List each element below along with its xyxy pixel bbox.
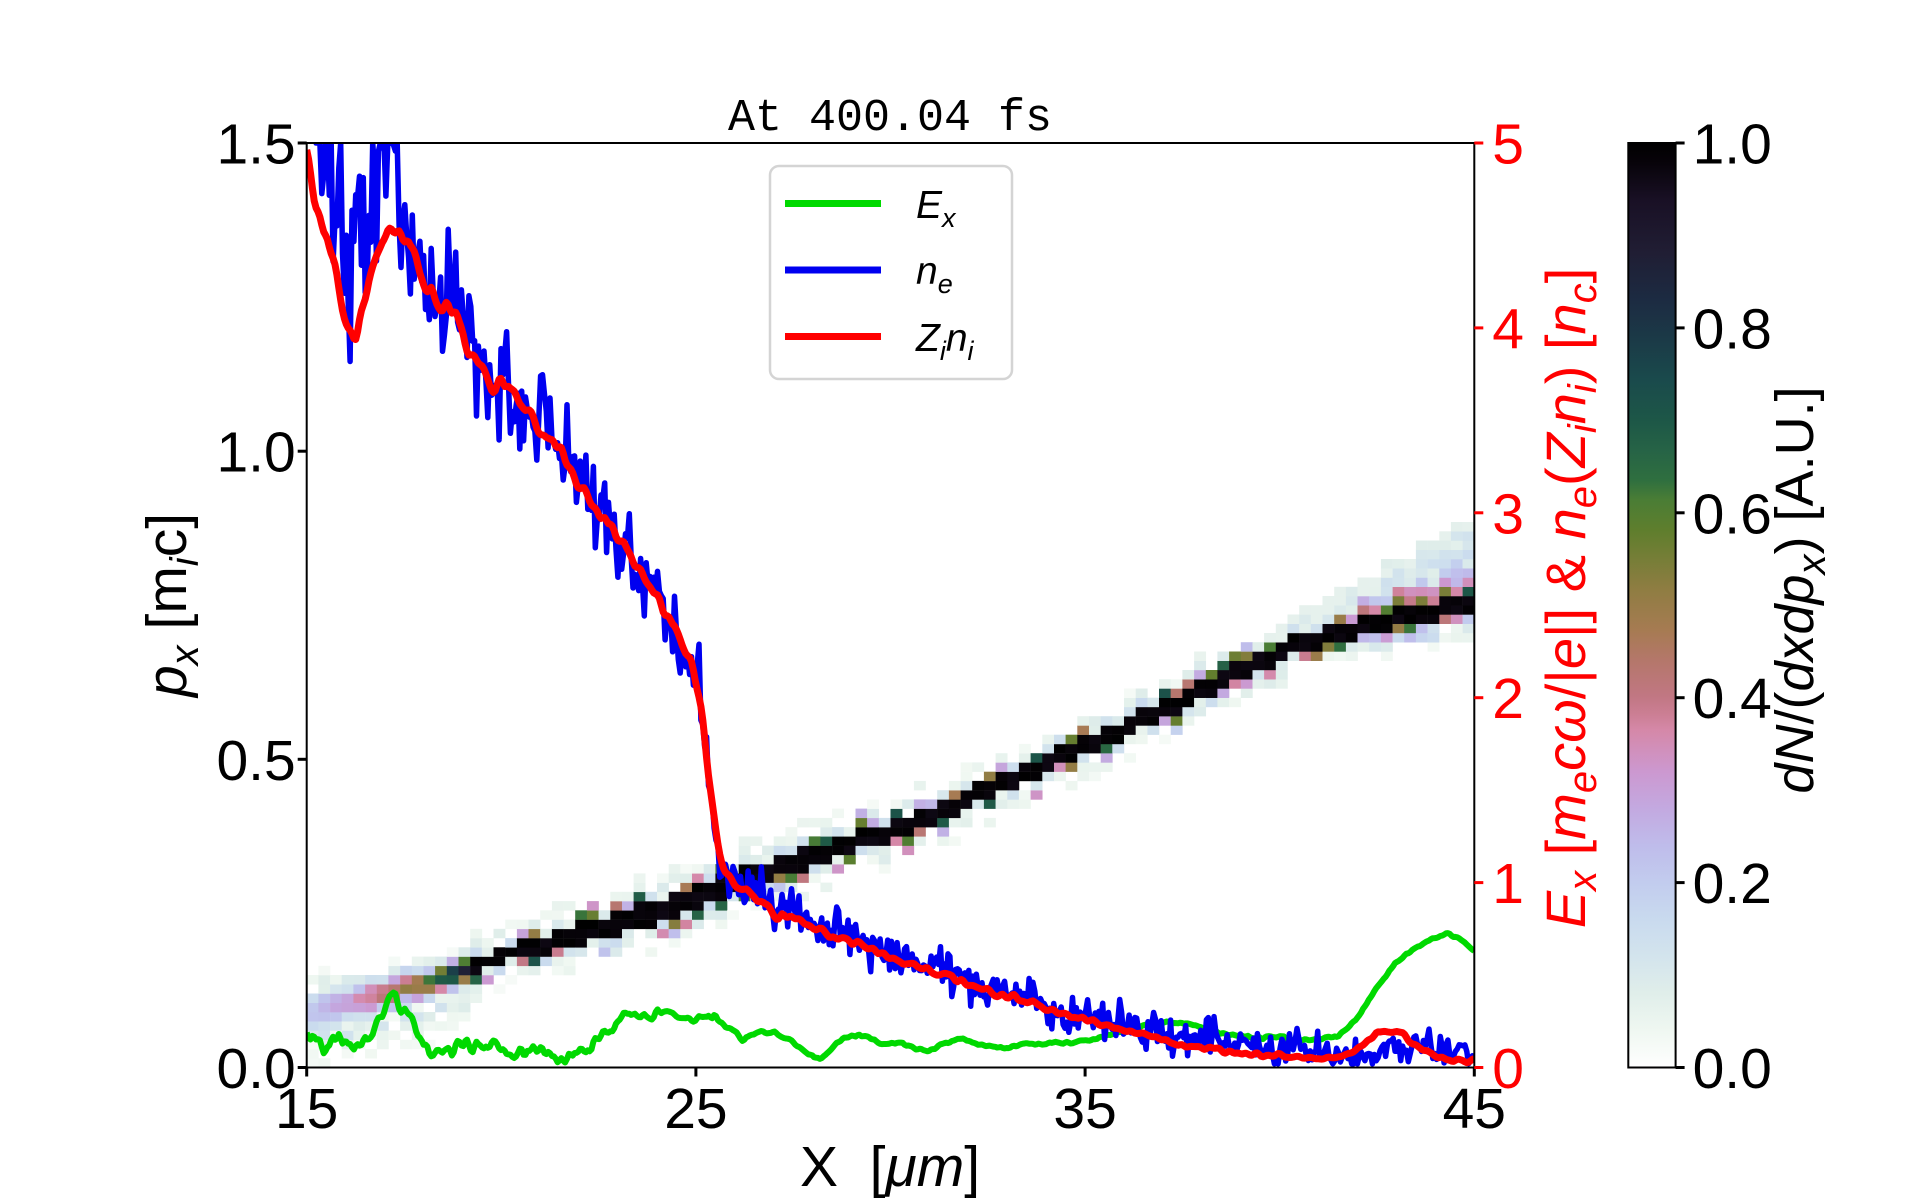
svg-text:4: 4: [1492, 297, 1524, 361]
svg-text:0.2: 0.2: [1693, 852, 1772, 916]
svg-text:ne: ne: [916, 250, 953, 299]
svg-text:0.0: 0.0: [1693, 1037, 1772, 1101]
svg-text:X [μm]: X [μm]: [800, 1135, 980, 1199]
svg-text:1.0: 1.0: [216, 421, 295, 485]
svg-text:Ex [mecω/|e|] & ne(Zini) [nc]: Ex [mecω/|e|] & ne(Zini) [nc]: [1534, 268, 1605, 929]
svg-text:Zini: Zini: [915, 317, 975, 366]
svg-text:5: 5: [1492, 113, 1524, 177]
svg-text:25: 25: [664, 1077, 727, 1141]
svg-text:Ex: Ex: [916, 184, 957, 233]
svg-text:35: 35: [1053, 1077, 1116, 1141]
svg-text:1.0: 1.0: [1693, 113, 1772, 177]
svg-text:1.5: 1.5: [216, 113, 295, 177]
svg-text:0.0: 0.0: [216, 1037, 295, 1101]
svg-text:15: 15: [275, 1077, 338, 1141]
svg-text:1: 1: [1492, 852, 1524, 916]
svg-text:0.6: 0.6: [1693, 482, 1772, 546]
svg-text:At 400.04 fs: At 400.04 fs: [728, 93, 1052, 144]
svg-text:px [mic]: px [mic]: [135, 513, 207, 699]
svg-text:2: 2: [1492, 667, 1524, 731]
svg-text:dN/(dxdpx) [A.U.]: dN/(dxdpx) [A.U.]: [1765, 386, 1834, 793]
svg-text:0.5: 0.5: [216, 729, 295, 793]
svg-text:3: 3: [1492, 482, 1524, 546]
svg-text:45: 45: [1443, 1077, 1506, 1141]
svg-text:0: 0: [1492, 1037, 1524, 1101]
svg-text:0.4: 0.4: [1693, 667, 1772, 731]
svg-text:0.8: 0.8: [1693, 297, 1772, 361]
